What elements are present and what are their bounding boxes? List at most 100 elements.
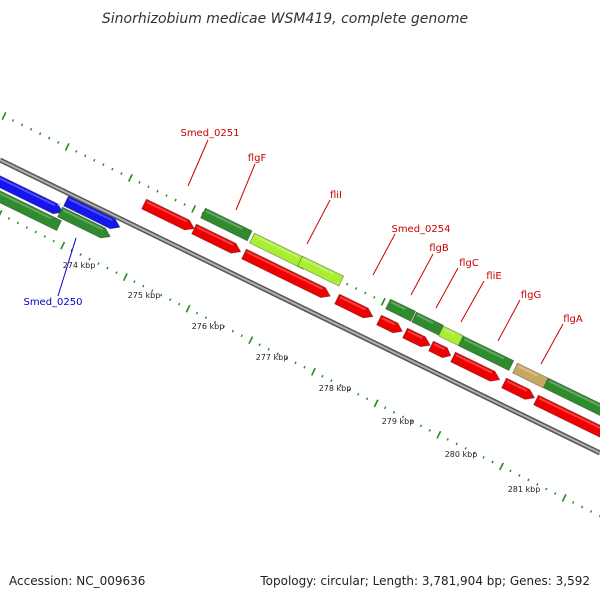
inner-tick <box>456 443 457 445</box>
inner-tick <box>562 494 566 501</box>
inner-tick <box>358 393 359 395</box>
inner-tick <box>134 281 135 283</box>
inner-tick <box>8 217 9 219</box>
tick-label-278: 278 kbp <box>319 384 352 393</box>
map-title: Sinorhizobium medicae WSM419, complete g… <box>102 11 468 27</box>
inner-tick <box>546 488 547 490</box>
smed-0254-leader <box>373 234 395 275</box>
inner-tick <box>124 274 128 281</box>
inner-tick <box>528 479 529 481</box>
inner-tick <box>241 335 242 337</box>
inner-tick <box>53 240 54 242</box>
gene-label-flga[interactable]: flgA <box>563 314 583 325</box>
inner-tick <box>312 368 316 375</box>
flga-leader <box>541 324 563 364</box>
inner-tick <box>161 294 162 296</box>
inner-tick <box>510 470 511 472</box>
inner-tick <box>519 474 520 476</box>
outer-tick <box>184 203 185 205</box>
gene-label-flgb[interactable]: flgB <box>429 243 449 254</box>
flgf-leader <box>236 164 255 210</box>
tick-label-281: 281 kbp <box>508 485 541 494</box>
outer-tick <box>157 190 158 192</box>
outer-tick <box>58 141 59 143</box>
inner-tick <box>394 411 395 413</box>
inner-tick <box>17 222 18 224</box>
outer-tick <box>2 112 6 119</box>
inner-tick <box>420 425 421 427</box>
red-cds-5 <box>377 315 403 333</box>
tick-label-277: 277 kbp <box>256 353 289 362</box>
inner-tick <box>573 501 574 503</box>
outer-tick <box>356 287 357 289</box>
gene-features <box>0 167 600 440</box>
gene-label-flgg[interactable]: flgG <box>521 290 541 301</box>
gene-label-flgf[interactable]: flgF <box>248 153 267 164</box>
flgb-leader <box>411 254 433 295</box>
inner-tick <box>331 380 332 382</box>
tick-labels: 274 kbp 275 kbp 276 kbp 277 kbp 278 kbp … <box>63 261 541 494</box>
inner-tick <box>582 506 583 508</box>
inner-tick <box>322 375 323 377</box>
inner-tick <box>26 226 27 228</box>
inner-tick <box>44 235 45 237</box>
inner-tick <box>374 400 378 407</box>
outer-tick <box>31 128 32 130</box>
gene-label-smed-0251[interactable]: Smed_0251 <box>180 128 239 139</box>
outer-tick <box>49 137 50 139</box>
inner-tick <box>249 337 253 344</box>
lime-cds-3 <box>439 326 464 346</box>
flgg-leader <box>498 300 520 341</box>
backbone-highlight <box>0 160 600 453</box>
gene-label-flie[interactable]: fliE <box>486 271 501 282</box>
inner-tick <box>196 312 197 314</box>
outer-tick <box>148 186 149 188</box>
inner-tick <box>500 463 504 470</box>
inner-tick <box>107 267 108 269</box>
red-cds-7 <box>429 341 451 358</box>
inner-tick <box>80 253 81 255</box>
green-cds-2 <box>386 299 416 321</box>
gene-label-smed-0250[interactable]: Smed_0250 <box>23 297 82 308</box>
outer-tick <box>65 143 69 150</box>
tick-label-274: 274 kbp <box>63 261 96 270</box>
outer-tick <box>121 172 122 174</box>
outer-tick <box>347 283 348 285</box>
inner-tick <box>385 407 386 409</box>
gene-labels: Smed_0251 flgF fliI Smed_0254 flgB flgC … <box>23 128 582 364</box>
outer-tick <box>166 195 167 197</box>
inner-tick <box>483 456 484 458</box>
inner-tick <box>268 348 269 350</box>
inner-tick <box>295 362 296 364</box>
inner-tick <box>179 303 180 305</box>
inner-tick <box>170 299 171 301</box>
gene-label-smed-0254[interactable]: Smed_0254 <box>391 224 450 235</box>
outer-tick <box>112 168 113 170</box>
inner-tick <box>143 285 144 287</box>
inner-tick <box>447 438 448 440</box>
accession-text: Accession: NC_009636 <box>9 574 145 588</box>
inner-tick <box>0 210 2 217</box>
tick-label-279: 279 kbp <box>382 417 415 426</box>
gene-label-flgc[interactable]: flgC <box>459 258 479 269</box>
inner-tick <box>429 429 430 431</box>
gene-label-flii[interactable]: fliI <box>330 190 342 201</box>
outer-tick <box>94 159 95 161</box>
inner-tick <box>555 492 556 494</box>
genome-map-canvas: Sinorhizobium medicae WSM419, complete g… <box>0 0 600 600</box>
outer-tick <box>129 174 133 181</box>
genome-summary-text: Topology: circular; Length: 3,781,904 bp… <box>259 574 590 588</box>
tick-label-275: 275 kbp <box>128 291 161 300</box>
outer-tick <box>365 292 366 294</box>
inner-tick <box>89 258 90 260</box>
inner-tick <box>61 242 65 249</box>
inner-tick <box>98 263 99 265</box>
green-cds-3 <box>412 312 444 335</box>
inner-tick <box>186 305 190 312</box>
outer-tick <box>139 181 140 183</box>
flgc-leader <box>436 268 458 308</box>
outer-tick <box>76 150 77 152</box>
inner-tick <box>232 330 233 332</box>
outer-tick <box>13 119 14 121</box>
outer-tick <box>40 133 41 135</box>
